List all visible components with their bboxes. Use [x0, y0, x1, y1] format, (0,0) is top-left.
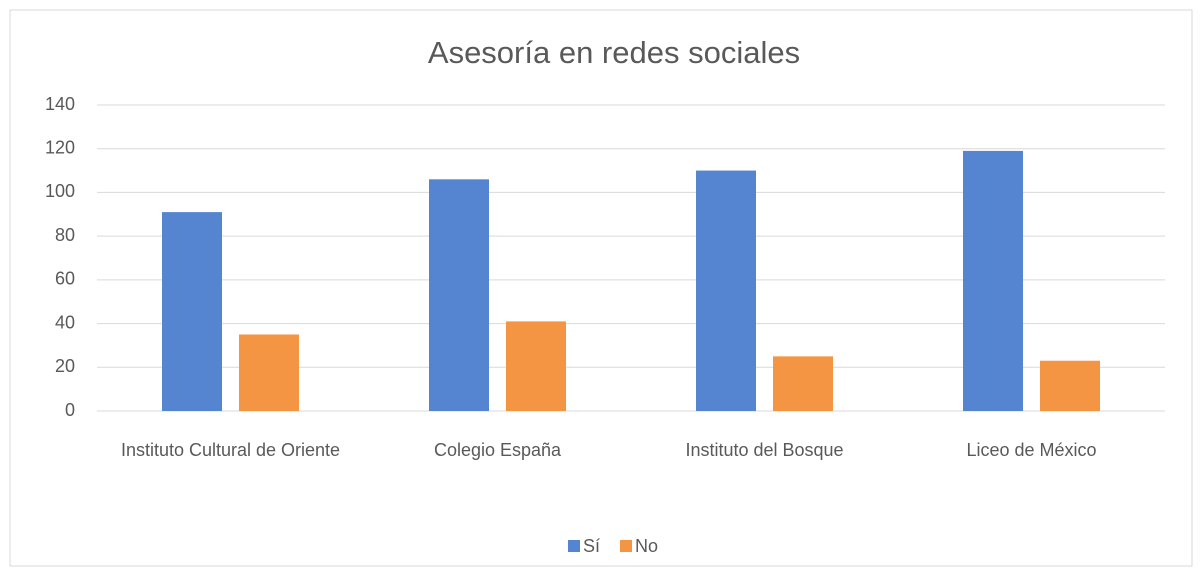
x-tick-label: Instituto del Bosque — [685, 440, 844, 460]
bar — [963, 150, 1023, 411]
bar — [162, 212, 222, 411]
legend-label: No — [635, 536, 658, 556]
bar — [773, 356, 833, 411]
bar — [506, 321, 566, 411]
legend-swatch — [568, 540, 580, 552]
bar — [429, 179, 489, 411]
legend-label: Sí — [583, 536, 600, 556]
bar — [1040, 360, 1100, 411]
bar — [239, 334, 299, 411]
y-tick-label: 60 — [55, 269, 75, 289]
bar — [696, 170, 756, 411]
x-tick-label: Liceo de México — [966, 440, 1097, 460]
y-tick-label: 20 — [55, 356, 75, 376]
legend-swatch — [620, 540, 633, 552]
y-tick-label: 0 — [65, 400, 75, 420]
y-tick-label: 100 — [45, 181, 75, 201]
x-tick-label: Colegio España — [433, 440, 562, 460]
y-tick-label: 40 — [55, 312, 75, 332]
y-tick-label: 80 — [55, 225, 75, 245]
x-tick-label: Instituto Cultural de Oriente — [120, 440, 341, 460]
y-tick-label: 140 — [45, 94, 75, 114]
y-tick-label: 120 — [45, 137, 75, 157]
chart-title: Asesoría en redes sociales — [428, 35, 800, 70]
